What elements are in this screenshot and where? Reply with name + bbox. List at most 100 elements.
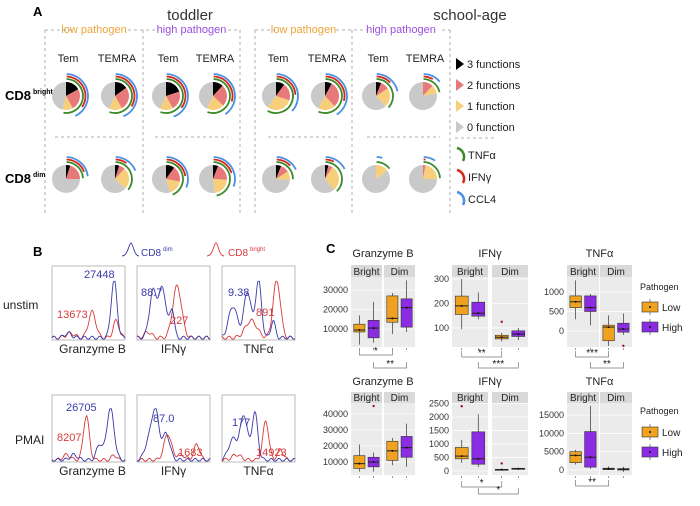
boxplot-Granzyme B-row1: Granzyme BBright Dim100002000030000*** [323,248,415,370]
median-point [607,326,610,329]
median-point [500,336,503,339]
pie-slice-1-function [276,171,290,180]
pie-slice-1-function [62,96,73,111]
ifng-arc [276,75,297,95]
pie-slice-0-function [101,165,126,194]
pie-slice-2-functions [115,165,125,179]
median-point [477,312,480,315]
significance-stars: * [374,346,378,357]
cd8dim-mfi-value: 9.38 [228,287,249,299]
panel-label-b: B [33,244,42,259]
median-point [517,467,520,470]
y-tick-label: 5000 [544,447,564,457]
box-Bright-Low [353,444,366,478]
subset-label: TEMRA [406,53,445,65]
significance-stars: ** [603,359,611,370]
box-Dim-Low [386,292,399,350]
subset-label: TEMRA [98,53,137,65]
ccl4-arc [376,73,399,92]
ifng-arc [115,75,136,107]
pie-slice-3-functions [325,82,332,96]
pie-slice-3-functions [166,165,175,179]
boxplot-title: TNFα [586,248,614,260]
pie-chart-CD8dim-toddler-low-Tem [52,156,89,193]
pie-chart-CD8dim-school-age-low-TEMRA [311,156,346,193]
pie-slice-3-functions [115,165,120,179]
boxplot-title: Granzyme B [352,248,413,260]
subset-label: Tem [268,53,289,65]
y-tick-label: 40000 [323,409,348,419]
box-iqr [400,298,413,328]
box-Dim-High [617,313,630,350]
median-point [391,317,394,320]
cd8bright-histogram-line [51,309,126,340]
tnfa-arc [325,161,343,192]
pie-chart-CD8bright-school-age-high-Tem [362,73,399,110]
box-iqr [584,295,597,312]
cd8dim-histogram-line [51,408,126,462]
tnfa-arc [423,161,441,179]
box-Dim-Low [494,462,509,478]
ifng-arc [376,75,391,84]
boxplot-title: IFNγ [478,376,502,388]
y-tick-label: 300 [434,274,449,284]
box-Bright-Low [569,280,582,350]
facet-strip [452,265,488,277]
significance-bracket [373,362,407,369]
median-point [358,329,361,332]
cd8bright-mfi-value: 1683 [178,447,202,459]
pie-slice-2-functions [213,165,228,180]
cd8bright-legend-sup: bright [250,247,265,253]
ccl4-arc [66,156,89,177]
tnfa-arc [376,161,391,170]
cd8dim-legend-sup: dim [163,247,173,253]
box-Dim-High [400,423,413,478]
box-iqr [471,431,486,465]
box-Bright-High [367,404,380,478]
histogram-axis-label: Granzyme B [59,464,126,478]
histogram-axis-label: TNFα [243,342,273,356]
median-point [589,306,592,309]
y-tick-label: 2500 [429,399,449,409]
panel-label-c: C [326,241,336,256]
pie-slice-2-functions [166,91,181,109]
pie-slice-0-function [152,165,171,193]
pie-slice-0-function [409,165,437,193]
significance-bracket [575,480,609,487]
box-Bright-High [584,405,597,478]
facet-strip-label: Bright [353,267,379,278]
pathogen-legend-label: Low [662,428,681,439]
tnfa-arc [115,161,133,191]
median-point [607,467,610,470]
pie-slice-3-functions [213,82,223,96]
median-point [391,449,394,452]
median-point [372,327,375,330]
pie-slice-1-function [160,96,173,111]
pie-slice-3-functions [276,82,285,96]
legend-key-dot [649,451,651,453]
legend-key-dot [649,326,651,328]
pie-slice-0-function [311,82,325,109]
significance-bracket [477,362,519,369]
cd8dim-histogram-line [221,410,296,462]
facet-strip [492,392,528,403]
facet-strip [384,392,415,403]
tnfa-arc [376,78,394,109]
median-point [358,462,361,465]
ifng-arc [115,158,127,164]
y-tick-label: 100 [434,323,449,333]
pie-slice-1-function [109,96,122,111]
tnfa-arc [166,161,184,196]
pathogen-legend-title: Pathogen [640,282,679,292]
significance-stars: ** [386,359,394,370]
boxplot-IFNγ-row2: IFNγ Bright Dim 0 500 1000 1500 2000 2500 * * [429,376,528,496]
pie-slice-1-function [166,179,180,193]
subset-label: TEMRA [196,53,235,65]
cd8bright-legend-label: CD8 [228,248,248,259]
pie-slice-0-function [311,165,334,193]
cd8dim-histogram-line [51,280,126,340]
subset-label: Tem [158,53,179,65]
legend-wedge-icon [456,58,464,70]
pie-slice-3-functions [276,165,282,179]
